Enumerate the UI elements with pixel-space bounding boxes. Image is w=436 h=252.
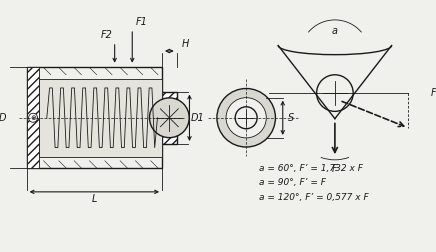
Bar <box>27 68 162 168</box>
Text: ⊕: ⊕ <box>30 115 36 121</box>
Text: F': F' <box>431 88 436 98</box>
Text: F: F <box>332 164 338 174</box>
Text: L: L <box>92 194 97 204</box>
Text: a = 120°, F’ = 0,577 x F: a = 120°, F’ = 0,577 x F <box>259 193 368 202</box>
Text: S: S <box>288 113 294 123</box>
Bar <box>40 79 162 157</box>
Text: a: a <box>332 26 338 36</box>
Circle shape <box>29 113 37 122</box>
Circle shape <box>217 88 276 147</box>
Bar <box>162 92 177 144</box>
Circle shape <box>150 98 189 138</box>
Text: F1: F1 <box>136 17 148 27</box>
Circle shape <box>226 98 266 138</box>
Circle shape <box>317 75 353 111</box>
Text: a = 90°, F’ = F: a = 90°, F’ = F <box>259 178 326 187</box>
Text: D: D <box>0 113 7 123</box>
Text: F2: F2 <box>101 30 113 40</box>
Text: H: H <box>182 39 190 49</box>
Circle shape <box>235 107 257 129</box>
Bar <box>27 68 40 168</box>
Text: D1: D1 <box>191 113 204 123</box>
Text: a = 60°, F’ = 1,732 x F: a = 60°, F’ = 1,732 x F <box>259 164 363 173</box>
